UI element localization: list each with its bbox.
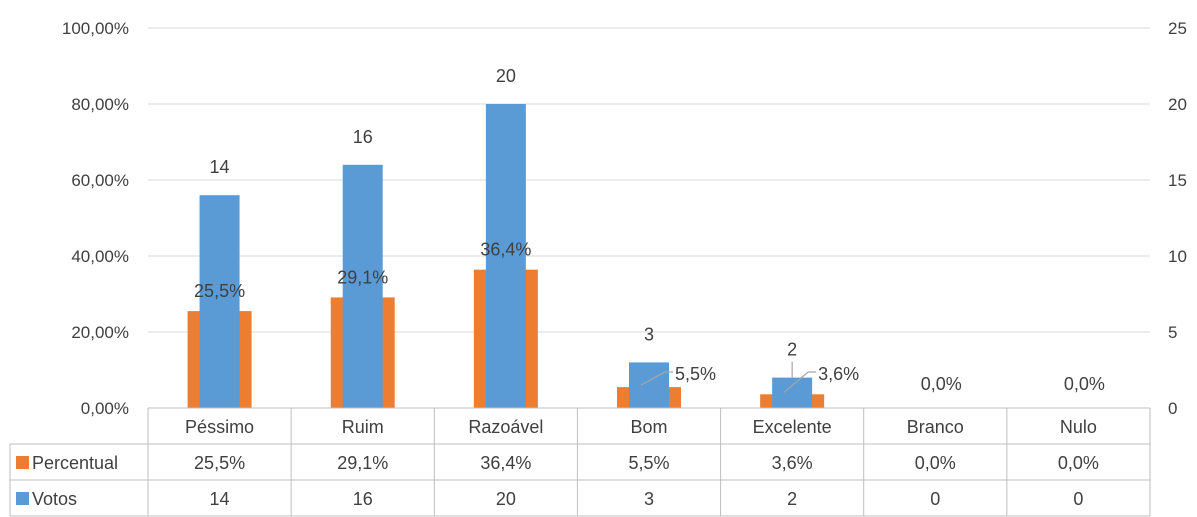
category-label: Péssimo xyxy=(185,417,254,437)
table-cell: 14 xyxy=(210,489,230,509)
table-cell: 2 xyxy=(787,489,797,509)
bars xyxy=(187,104,825,408)
category-label: Ruim xyxy=(342,417,384,437)
table-cell: 0 xyxy=(1073,489,1083,509)
y-right-tick-label: 15 xyxy=(1168,171,1187,190)
table-cell: 20 xyxy=(496,489,516,509)
y-left-tick-label: 80,00% xyxy=(71,95,129,114)
percentual-data-label: 3,6% xyxy=(818,364,859,384)
gridlines xyxy=(148,27,1150,333)
y-right-tick-label: 5 xyxy=(1168,323,1177,342)
series-name: Votos xyxy=(32,489,77,509)
table-cell: 3 xyxy=(644,489,654,509)
bar-votos xyxy=(199,195,240,408)
percentual-data-label: 36,4% xyxy=(480,240,531,260)
table-cell: 3,6% xyxy=(772,453,813,473)
y-left-tick-label: 20,00% xyxy=(71,323,129,342)
leader-line xyxy=(783,371,817,393)
y-right-tick-label: 25 xyxy=(1168,19,1187,38)
bar-votos xyxy=(485,104,526,408)
percentual-data-label: 29,1% xyxy=(337,267,388,287)
table-cell: 36,4% xyxy=(480,453,531,473)
votos-data-label: 20 xyxy=(496,66,516,86)
leader-lines xyxy=(640,361,817,393)
bar-votos xyxy=(629,362,669,408)
percentual-data-label: 0,0% xyxy=(921,374,962,394)
votos-data-label: 16 xyxy=(353,127,373,147)
category-label: Nulo xyxy=(1060,417,1097,437)
percentual-data-label: 5,5% xyxy=(675,364,716,384)
category-label: Razoável xyxy=(468,417,543,437)
axis-tick-labels: 0,00% 20,00% 40,00% 60,00% 80,00% 100,00% 0 5 10… xyxy=(62,19,1187,418)
legend-key xyxy=(16,456,29,469)
data-labels: 14 25,5% 16 29,1% 20 36,4% 3 5,5% 2 3,6% 0,0% 0,0% xyxy=(194,66,1105,394)
table-cell: 0,0% xyxy=(1058,453,1099,473)
bar-votos xyxy=(772,377,813,408)
category-label: Excelente xyxy=(753,417,832,437)
table-cell: 5,5% xyxy=(628,453,669,473)
table-cell: 16 xyxy=(353,489,373,509)
percentual-data-label: 25,5% xyxy=(194,281,245,301)
bar-votos xyxy=(342,164,383,408)
y-right-tick-label: 10 xyxy=(1168,247,1187,266)
y-right-tick-label: 20 xyxy=(1168,95,1187,114)
table-cell: 25,5% xyxy=(194,453,245,473)
y-left-tick-label: 40,00% xyxy=(71,247,129,266)
votos-data-label: 3 xyxy=(644,324,654,344)
y-left-tick-label: 100,00% xyxy=(62,19,129,38)
table-cell: 0 xyxy=(930,489,940,509)
series-name: Percentual xyxy=(32,453,118,473)
y-right-tick-label: 0 xyxy=(1168,399,1177,418)
legend-key xyxy=(16,492,29,505)
category-label: Bom xyxy=(630,417,667,437)
votos-data-label: 14 xyxy=(210,157,230,177)
y-left-tick-label: 0,00% xyxy=(81,399,129,418)
table-cell: 0,0% xyxy=(915,453,956,473)
data-table: Péssimo Ruim Razoável Bom Excelente Branco Nul… xyxy=(9,407,1151,517)
table-cell: 29,1% xyxy=(337,453,388,473)
leader-line xyxy=(640,371,673,386)
y-left-tick-label: 60,00% xyxy=(71,171,129,190)
category-label: Branco xyxy=(907,417,964,437)
percentual-data-label: 0,0% xyxy=(1064,374,1105,394)
votos-data-label: 2 xyxy=(787,340,797,360)
